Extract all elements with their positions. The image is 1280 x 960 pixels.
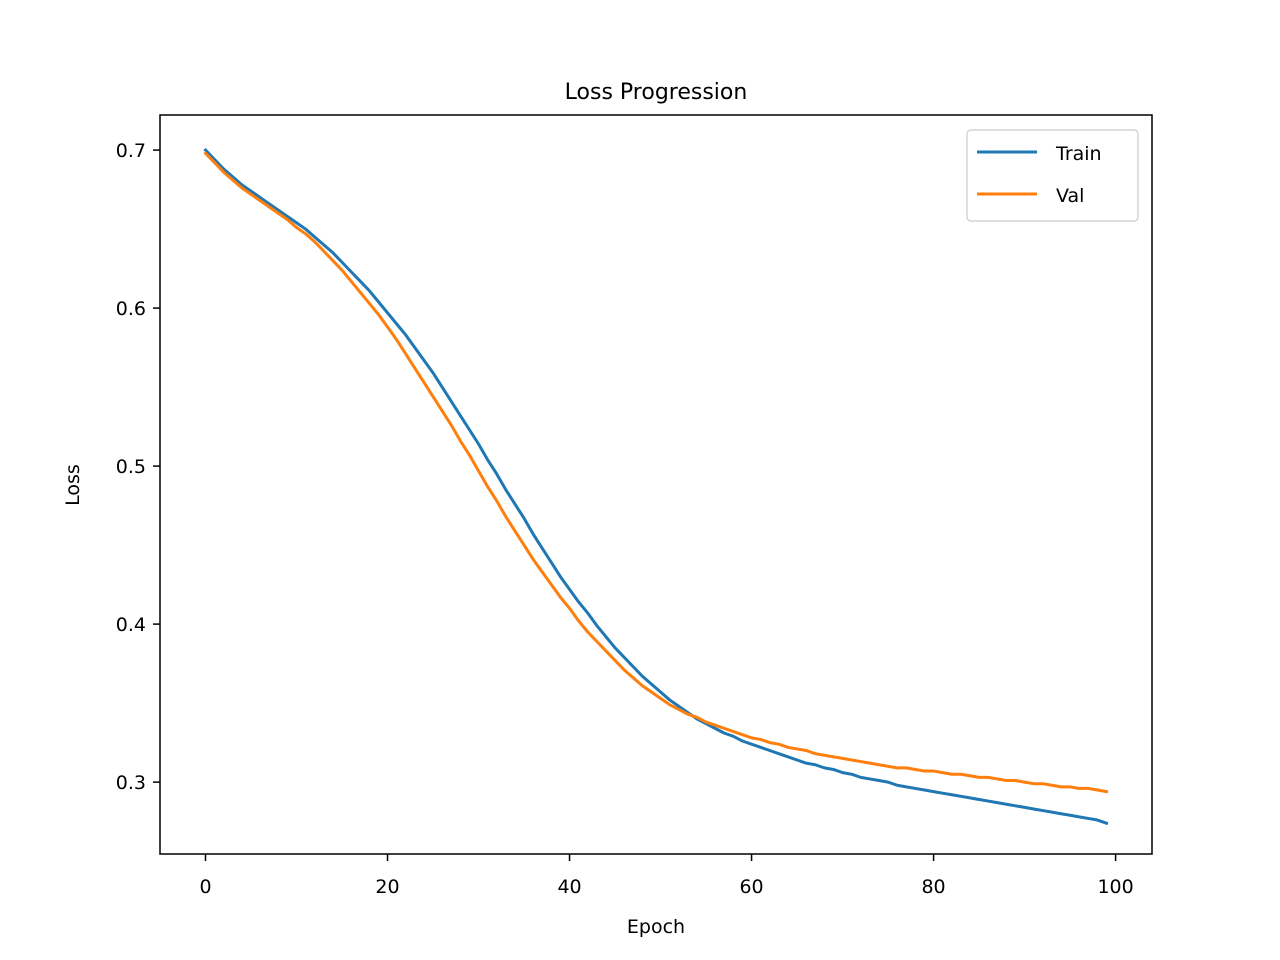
x-tick-label: 0 bbox=[199, 876, 211, 898]
legend-label-train: Train bbox=[1055, 143, 1102, 165]
y-tick-label: 0.5 bbox=[116, 456, 146, 478]
y-axis-ticks: 0.3 0.4 0.5 0.6 0.7 bbox=[116, 140, 160, 794]
x-tick-label: 40 bbox=[557, 876, 581, 898]
y-axis-label: Loss bbox=[62, 464, 84, 506]
chart-title: Loss Progression bbox=[565, 80, 748, 105]
y-tick-label: 0.7 bbox=[116, 140, 146, 162]
x-axis-label: Epoch bbox=[627, 916, 685, 938]
x-tick-label: 20 bbox=[375, 876, 399, 898]
y-tick-label: 0.3 bbox=[116, 772, 146, 794]
series-lines bbox=[203, 147, 1109, 826]
y-tick-label: 0.4 bbox=[116, 614, 146, 636]
plot-frame bbox=[159, 114, 1153, 855]
legend: Train Val bbox=[966, 129, 1139, 222]
x-tick-label: 100 bbox=[1097, 876, 1133, 898]
x-axis-ticks: 0 20 40 60 80 100 bbox=[199, 854, 1134, 898]
series-line-train bbox=[203, 147, 1109, 826]
y-tick-label: 0.6 bbox=[116, 298, 146, 320]
x-tick-label: 60 bbox=[739, 876, 763, 898]
legend-box bbox=[966, 129, 1139, 222]
series-line-val bbox=[203, 151, 1109, 794]
legend-label-val: Val bbox=[1056, 185, 1084, 207]
x-tick-label: 80 bbox=[921, 876, 945, 898]
